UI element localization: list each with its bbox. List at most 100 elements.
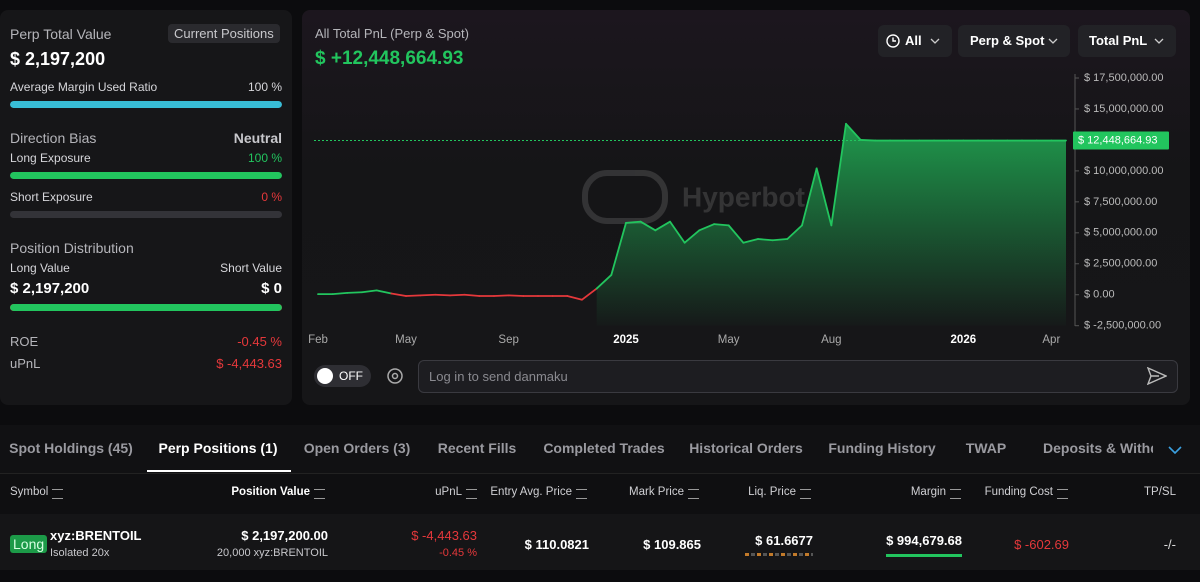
x-tick-label: 2026: [951, 334, 977, 346]
column-header[interactable]: Entry Avg. Price: [490, 486, 572, 498]
dropdown[interactable]: Total PnL: [1078, 25, 1176, 57]
margin: $ 994,679.68: [886, 533, 962, 548]
line-segment: [346, 291, 363, 294]
liq-price: $ 61.6677: [755, 533, 813, 548]
dropdown[interactable]: Perp & Spot: [958, 25, 1070, 57]
area: [596, 123, 1066, 326]
progress-track: [10, 211, 282, 218]
tab[interactable]: Recent Fills: [437, 440, 517, 456]
filter-icon[interactable]: [466, 489, 477, 499]
column-header[interactable]: Margin: [910, 486, 946, 498]
line-segment: [698, 223, 715, 232]
column-header[interactable]: Mark Price: [629, 486, 684, 498]
filter-icon[interactable]: [52, 489, 63, 499]
filter-icon[interactable]: [576, 489, 587, 499]
tab[interactable]: Funding History: [828, 440, 936, 456]
line-segment: [815, 167, 833, 227]
tab[interactable]: Open Orders (3): [303, 440, 411, 456]
distribution-track: [10, 304, 282, 311]
value: Neutral: [233, 130, 282, 146]
y-tick-label: $ 17,500,000.00: [1084, 72, 1164, 84]
label: Long Value: [10, 261, 70, 275]
chart-title: All Total PnL (Perp & Spot): [315, 26, 469, 41]
toggle[interactable]: OFF: [314, 365, 371, 387]
line-segment: [757, 238, 774, 242]
y-tick-label: $ 15,000,000.00: [1084, 103, 1164, 115]
filter-icon[interactable]: [1057, 489, 1068, 499]
clock-icon: [886, 34, 900, 48]
column-header[interactable]: Funding Cost: [984, 486, 1053, 498]
more-icon[interactable]: [1168, 446, 1182, 454]
column-header[interactable]: Symbol: [10, 486, 49, 498]
dropdown[interactable]: All: [878, 25, 952, 57]
label: Perp Total Value: [10, 26, 112, 42]
line-segment: [463, 293, 481, 297]
y-tick-label: $ -2,500,000.00: [1084, 320, 1161, 332]
line-segment: [639, 220, 657, 232]
line-segment: [625, 220, 642, 224]
symbol[interactable]: xyz:BRENTOIL: [50, 528, 142, 543]
button[interactable]: Current Positions: [168, 24, 280, 43]
y-tick-label: $ 10,000,000.00: [1084, 165, 1164, 177]
label: Average Margin Used Ratio: [10, 80, 158, 94]
line-segment: [786, 224, 803, 240]
line-segment: [859, 139, 877, 142]
tab[interactable]: Historical Orders: [689, 440, 803, 456]
send-icon[interactable]: [1147, 367, 1167, 385]
tab[interactable]: Spot Holdings (45): [9, 440, 133, 456]
funding-cost: $ -602.69: [1014, 537, 1069, 552]
tab[interactable]: Completed Trades: [543, 440, 665, 456]
x-tick-label: May: [395, 334, 417, 346]
chevron: [1048, 38, 1058, 44]
tab[interactable]: Perp Positions (1): [158, 440, 278, 456]
active-tab-indicator: [147, 470, 291, 472]
value: $ 2,197,200: [10, 280, 90, 297]
line-segment: [801, 167, 818, 227]
value: 0 %: [261, 190, 282, 204]
settings-icon[interactable]: [386, 367, 404, 385]
label: Short Exposure: [10, 190, 93, 204]
filter-icon[interactable]: [800, 489, 811, 499]
chevron: [930, 38, 940, 44]
label: Position Distribution: [10, 240, 134, 256]
x-tick-label: Aug: [821, 334, 841, 346]
column-header[interactable]: TP/SL: [1144, 486, 1176, 498]
line-segment: [595, 274, 613, 290]
line-segment: [581, 287, 598, 301]
watermark-text: Hyperbot: [682, 181, 805, 212]
y-tick-label: $ 2,500,000.00: [1084, 258, 1157, 270]
column-header[interactable]: Position Value: [231, 486, 310, 498]
label: uPnL: [10, 356, 41, 371]
filter-icon[interactable]: [688, 489, 699, 499]
chart: Hyperbot $ -2,500,000.00 $ 0.00 $ 2,500,00…: [308, 72, 1169, 346]
filter-icon[interactable]: [314, 489, 325, 499]
placeholder: Log in to send danmaku: [429, 369, 568, 384]
column-header[interactable]: uPnL: [435, 486, 462, 498]
watermark: Hyperbot: [582, 170, 805, 224]
y-tick-label: $ 5,000,000.00: [1084, 227, 1157, 239]
line-segment: [669, 220, 686, 244]
line-segment: [683, 229, 701, 244]
upnl: $ -4,443.63: [411, 528, 477, 543]
value: $ 2,197,200: [10, 49, 106, 69]
size: 20,000 xyz:BRENTOIL: [216, 547, 328, 559]
line-segment: [742, 238, 759, 244]
label: ROE: [10, 334, 39, 349]
danmaku-input[interactable]: Log in to send danmaku: [418, 360, 1178, 393]
mark-price: $ 109.865: [643, 537, 701, 552]
line-segment: [405, 294, 422, 297]
filter-icon[interactable]: [950, 489, 961, 499]
tab[interactable]: TWAP: [965, 440, 1007, 456]
progress-bar: [10, 101, 282, 108]
x-tick-label: Sep: [498, 334, 518, 346]
x-tick-label: Apr: [1042, 334, 1060, 346]
tab[interactable]: Deposits & Withdra: [1043, 440, 1153, 456]
line-segment: [845, 122, 862, 141]
value: 100 %: [247, 80, 282, 94]
liq-indicator: [745, 553, 813, 556]
column-header[interactable]: Liq. Price: [748, 486, 796, 498]
line-segment: [449, 293, 466, 297]
distribution-bar: [10, 304, 282, 311]
value: $ 0: [261, 280, 282, 297]
